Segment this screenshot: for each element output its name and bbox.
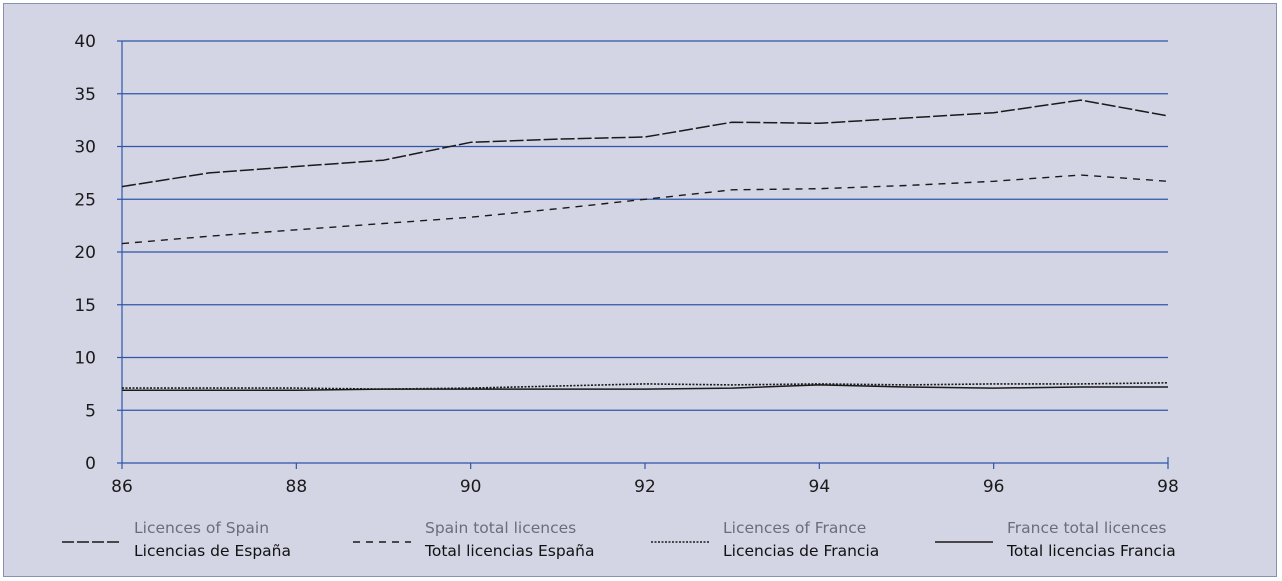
axes [117, 40, 1169, 469]
y-tick-label: 40 [74, 32, 96, 52]
y-tick-label: 30 [74, 138, 96, 158]
legend-label-en: Licences of France [723, 519, 866, 537]
y-tick-label: 35 [74, 85, 96, 105]
series-line-3 [122, 382, 1169, 390]
x-tick-label: 86 [111, 477, 133, 497]
legend-label-en: France total licences [1007, 519, 1166, 537]
grid-lines [122, 40, 1168, 411]
y-tick-label: 20 [74, 243, 96, 263]
x-tick-label: 92 [634, 477, 656, 497]
x-tick-label: 94 [809, 477, 831, 497]
y-tick-label: 5 [85, 401, 96, 421]
legend-label-en: Licences of Spain [134, 519, 269, 537]
y-tick-label: 10 [74, 349, 96, 369]
x-tick-label: 96 [983, 477, 1005, 497]
y-tick-label: 0 [85, 454, 96, 474]
legend-label-es: Licencias de Francia [723, 542, 879, 560]
y-tick-label: 15 [74, 296, 96, 316]
x-tick-label: 88 [286, 477, 308, 497]
series-line-2 [121, 174, 1169, 245]
tick-labels: 0 5 10 15 20 25 30 35 40 86 88 90 92 94 96 98 [74, 32, 1178, 497]
y-tick-label: 25 [74, 190, 96, 210]
x-tick-label: 90 [460, 477, 482, 497]
series-lines [121, 99, 1169, 391]
x-tick-label: 98 [1157, 477, 1179, 497]
legend-label-en: Spain total licences [425, 519, 576, 537]
legend-label-es: Licencias de España [134, 542, 291, 560]
series-line-1 [121, 99, 1169, 188]
legend: Licences of Spain Licencias de España Spai… [62, 519, 1176, 560]
legend-label-es: Total licencias España [424, 542, 594, 560]
legend-label-es: Total licencias Francia [1006, 542, 1176, 560]
chart-frame [3, 3, 1277, 577]
series-line-4 [122, 384, 1168, 391]
